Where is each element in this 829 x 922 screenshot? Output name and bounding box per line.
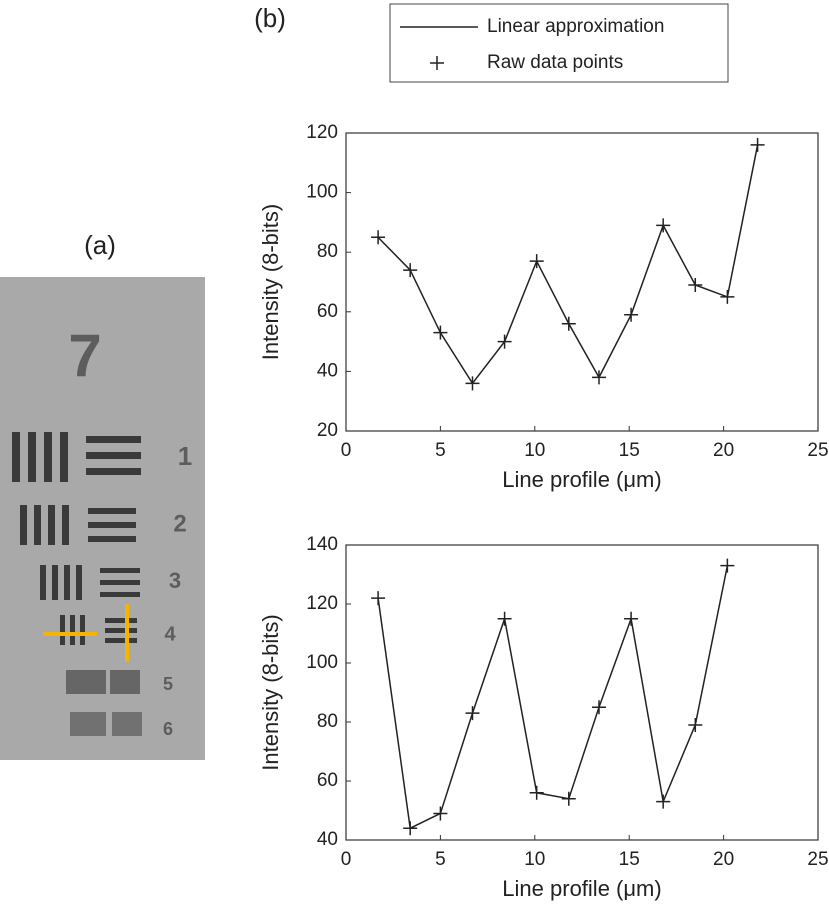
y-tick-label: 20: [317, 420, 338, 441]
series-line: [377, 565, 729, 830]
y-axis-label: Intensity (8-bits): [258, 204, 283, 361]
data-point: [403, 821, 418, 836]
image-digit: 1: [178, 441, 192, 471]
resolution-target: [12, 432, 142, 736]
data-point: [750, 137, 765, 152]
data-point: [688, 717, 703, 732]
x-axis-label: Line profile (μm): [502, 467, 661, 492]
series-line: [377, 144, 759, 385]
x-tick-label: 15: [619, 440, 640, 461]
data-point: [624, 611, 639, 626]
y-tick-label: 120: [306, 122, 338, 143]
image-digit: 5: [163, 674, 173, 694]
x-tick-label: 0: [341, 440, 352, 461]
data-point: [688, 277, 703, 292]
data-point: [529, 254, 544, 269]
y-tick-label: 120: [306, 593, 338, 614]
data-point: [591, 370, 606, 385]
x-tick-label: 15: [619, 849, 640, 870]
x-tick-label: 20: [713, 849, 734, 870]
y-tick-label: 100: [306, 652, 338, 673]
data-point: [497, 334, 512, 349]
x-tick-label: 5: [435, 440, 446, 461]
data-point: [656, 794, 671, 809]
data-point: [529, 785, 544, 800]
x-axis-label: Line profile (μm): [502, 876, 661, 901]
data-point: [656, 218, 671, 233]
image-digit: 4: [164, 623, 176, 645]
legend-box: [389, 3, 729, 83]
panel-label: (b): [254, 3, 286, 33]
data-point: [561, 791, 576, 806]
y-tick-label: 60: [317, 770, 338, 791]
data-point: [465, 376, 480, 391]
plot-frame: [345, 544, 819, 841]
image-digit: 7: [68, 322, 101, 389]
data-point: [433, 806, 448, 821]
image-digit: 6: [163, 719, 173, 739]
legend-marker-swatch: [430, 56, 444, 70]
data-point: [371, 591, 386, 606]
data-point: [591, 700, 606, 715]
legend-label: Raw data points: [487, 52, 623, 73]
y-tick-label: 40: [317, 360, 338, 381]
legend-label: Linear approximation: [487, 16, 664, 37]
y-tick-label: 100: [306, 182, 338, 203]
y-tick-label: 60: [317, 301, 338, 322]
y-tick-label: 40: [317, 829, 338, 850]
x-tick-label: 20: [713, 440, 734, 461]
x-tick-label: 10: [524, 849, 545, 870]
data-point: [561, 316, 576, 331]
x-tick-label: 5: [435, 849, 446, 870]
data-point: [497, 611, 512, 626]
data-point: [403, 263, 418, 278]
y-tick-label: 80: [317, 241, 338, 262]
data-point: [465, 706, 480, 721]
data-point: [720, 289, 735, 304]
image-digit: 2: [173, 510, 186, 537]
y-tick-label: 80: [317, 711, 338, 732]
data-point: [371, 230, 386, 245]
y-tick-label: 140: [306, 534, 338, 555]
panel-label: (a): [84, 230, 116, 260]
x-tick-label: 0: [341, 849, 352, 870]
data-point: [720, 558, 735, 573]
x-tick-label: 25: [807, 849, 828, 870]
data-point: [433, 325, 448, 340]
x-tick-label: 25: [807, 440, 828, 461]
plot-frame: [345, 132, 819, 432]
data-point: [624, 307, 639, 322]
x-tick-label: 10: [524, 440, 545, 461]
image-digit: 3: [169, 568, 181, 593]
y-axis-label: Intensity (8-bits): [258, 614, 283, 771]
